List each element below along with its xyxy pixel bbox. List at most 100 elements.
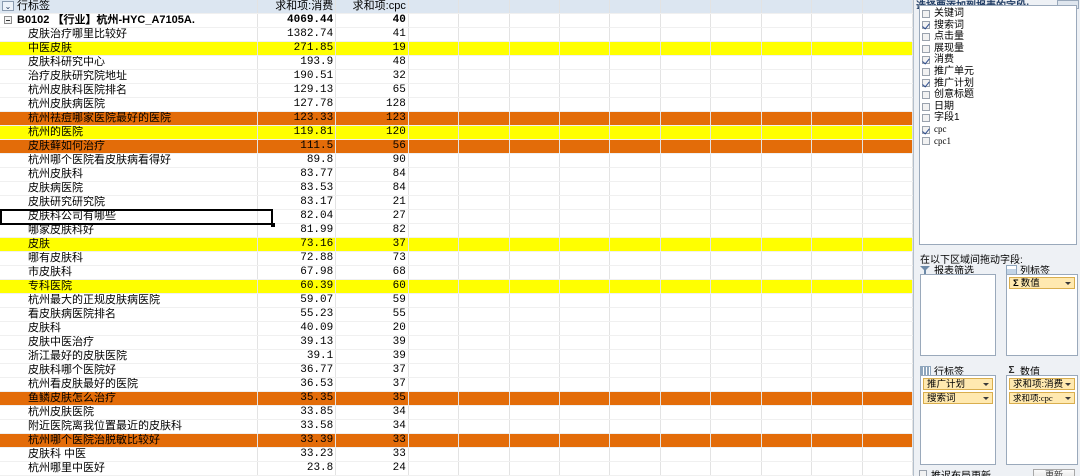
empty-cell[interactable]	[458, 349, 510, 364]
empty-cell[interactable]	[862, 139, 913, 154]
value2-cell[interactable]: 65	[335, 83, 409, 98]
empty-cell[interactable]	[609, 111, 661, 126]
empty-cell[interactable]	[710, 321, 762, 336]
empty-cell[interactable]	[408, 167, 460, 182]
empty-cell[interactable]	[509, 111, 561, 126]
empty-cell[interactable]	[710, 83, 762, 98]
header-value2[interactable]: 求和项:cpc	[335, 0, 409, 14]
empty-cell[interactable]	[761, 447, 813, 462]
empty-cell[interactable]	[559, 419, 611, 434]
empty-cell[interactable]	[559, 335, 611, 350]
empty-cell[interactable]	[408, 335, 460, 350]
empty-cell[interactable]	[761, 97, 813, 112]
table-row[interactable]: 浙江最好的皮肤医院 39.1 39	[0, 349, 913, 364]
row-label-cell[interactable]: 浙江最好的皮肤医院	[0, 349, 258, 364]
empty-cell[interactable]	[408, 405, 460, 420]
empty-cell[interactable]	[609, 125, 661, 140]
field-list-item[interactable]: cpc1	[922, 136, 1076, 148]
empty-cell[interactable]	[761, 433, 813, 448]
empty-cell[interactable]	[458, 69, 510, 84]
header-value1[interactable]: 求和项:消费	[257, 0, 337, 14]
empty-cell[interactable]	[710, 111, 762, 126]
table-row[interactable]: 专科医院 60.39 60	[0, 279, 913, 294]
empty-cell[interactable]	[660, 125, 712, 140]
empty-cell[interactable]	[559, 363, 611, 378]
empty-cell[interactable]	[458, 55, 510, 70]
defer-layout-checkbox[interactable]	[919, 470, 927, 476]
empty-cell[interactable]	[660, 13, 712, 28]
empty-cell[interactable]	[660, 321, 712, 336]
value1-cell[interactable]: 36.77	[257, 363, 337, 378]
empty-cell[interactable]	[660, 223, 712, 238]
empty-cell[interactable]	[761, 111, 813, 126]
row-label-cell[interactable]: 附近医院离我位置最近的皮肤科	[0, 419, 258, 434]
value1-cell[interactable]: 39.13	[257, 335, 337, 350]
empty-cell[interactable]	[761, 363, 813, 378]
empty-cell[interactable]	[509, 55, 561, 70]
field-checkbox[interactable]	[922, 44, 930, 53]
empty-cell[interactable]	[509, 279, 561, 294]
empty-cell[interactable]	[458, 321, 510, 336]
empty-cell[interactable]	[609, 167, 661, 182]
empty-cell[interactable]	[862, 125, 913, 140]
empty-cell[interactable]	[710, 447, 762, 462]
empty-cell[interactable]	[811, 97, 863, 112]
row-label-cell[interactable]: B0102 【行业】杭州-HYC_A7105A.	[0, 13, 258, 28]
value2-cell[interactable]: 68	[335, 265, 409, 280]
empty-cell[interactable]	[811, 307, 863, 322]
collapse-icon[interactable]	[4, 16, 12, 25]
value2-cell[interactable]: 128	[335, 97, 409, 112]
empty-cell[interactable]	[509, 195, 561, 210]
empty-cell[interactable]	[811, 321, 863, 336]
chevron-down-icon[interactable]	[1065, 383, 1071, 386]
empty-cell[interactable]	[509, 321, 561, 336]
empty-cell[interactable]	[710, 251, 762, 266]
value2-cell[interactable]: 19	[335, 41, 409, 56]
table-row[interactable]: 皮肤治疗哪里比较好 1382.74 41	[0, 27, 913, 42]
value2-cell[interactable]: 32	[335, 69, 409, 84]
empty-cell[interactable]	[509, 447, 561, 462]
empty-cell[interactable]	[710, 293, 762, 308]
row-label-cell[interactable]: 专科医院	[0, 279, 258, 294]
empty-cell[interactable]	[559, 195, 611, 210]
empty-cell[interactable]	[458, 391, 510, 406]
field-list-item[interactable]: 日期	[922, 101, 1076, 113]
empty-cell[interactable]	[761, 321, 813, 336]
empty-cell[interactable]	[509, 419, 561, 434]
empty-cell[interactable]	[609, 69, 661, 84]
empty-cell[interactable]	[609, 223, 661, 238]
empty-cell[interactable]	[862, 41, 913, 56]
empty-cell[interactable]	[761, 377, 813, 392]
empty-cell[interactable]	[509, 27, 561, 42]
empty-cell[interactable]	[811, 405, 863, 420]
field-checkbox[interactable]	[922, 21, 930, 30]
empty-cell[interactable]	[458, 279, 510, 294]
empty-cell[interactable]	[660, 363, 712, 378]
empty-cell[interactable]	[509, 223, 561, 238]
table-row[interactable]: 皮肤科公司有哪些 82.04 27	[0, 209, 913, 224]
empty-cell[interactable]	[458, 153, 510, 168]
empty-cell[interactable]	[710, 405, 762, 420]
empty-cell[interactable]	[559, 279, 611, 294]
empty-cell[interactable]	[559, 69, 611, 84]
empty-cell[interactable]	[660, 293, 712, 308]
update-button[interactable]: 更新	[1033, 469, 1075, 476]
empty-cell[interactable]	[559, 55, 611, 70]
empty-cell[interactable]	[509, 153, 561, 168]
field-checkbox[interactable]	[922, 125, 930, 134]
table-row[interactable]: 杭州祛痘哪家医院最好的医院 123.33 123	[0, 111, 913, 126]
empty-cell[interactable]	[408, 13, 460, 28]
row-label-cell[interactable]: 杭州的医院	[0, 125, 258, 140]
empty-cell[interactable]	[609, 363, 661, 378]
empty-cell[interactable]	[862, 349, 913, 364]
value2-cell[interactable]: 41	[335, 27, 409, 42]
table-row[interactable]: 市皮肤科 67.98 68	[0, 265, 913, 280]
empty-cell[interactable]	[862, 293, 913, 308]
empty-cell[interactable]	[710, 41, 762, 56]
empty-cell[interactable]	[609, 181, 661, 196]
empty-cell[interactable]	[408, 181, 460, 196]
empty-cell[interactable]	[458, 97, 510, 112]
empty-cell[interactable]	[559, 447, 611, 462]
empty-cell[interactable]	[559, 461, 611, 476]
empty-cell[interactable]	[811, 167, 863, 182]
